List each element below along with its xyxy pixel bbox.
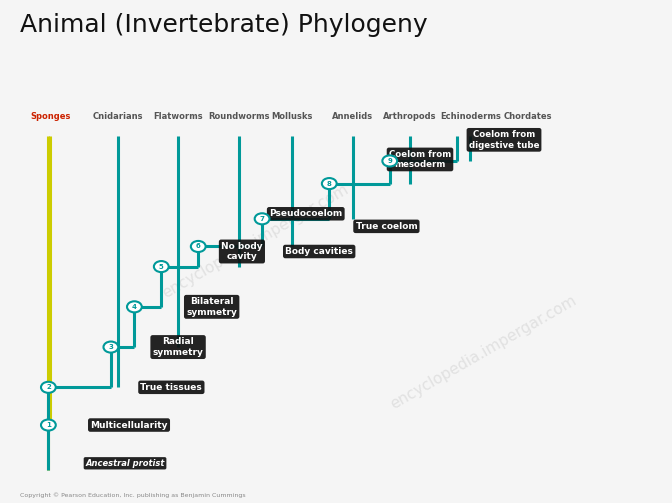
Text: Annelids: Annelids [332, 112, 374, 121]
Text: Arthropods: Arthropods [383, 112, 437, 121]
Text: Animal (Invertebrate) Phylogeny: Animal (Invertebrate) Phylogeny [20, 13, 428, 37]
Text: 5: 5 [159, 264, 164, 270]
Circle shape [382, 155, 397, 166]
Text: 4: 4 [132, 304, 137, 310]
Text: Echinoderms: Echinoderms [440, 112, 501, 121]
Text: encyclopedia.impergar.com: encyclopedia.impergar.com [388, 292, 580, 412]
Text: 2: 2 [46, 384, 51, 390]
Text: Coelom from
mesoderm: Coelom from mesoderm [389, 150, 451, 169]
Text: 1: 1 [46, 422, 51, 428]
Text: 8: 8 [327, 181, 332, 187]
Text: 7: 7 [259, 216, 265, 222]
Circle shape [322, 178, 337, 189]
Text: encyclopedia.impergar.com: encyclopedia.impergar.com [159, 182, 351, 301]
Text: Flatworms: Flatworms [153, 112, 203, 121]
Text: 3: 3 [108, 344, 114, 350]
Circle shape [255, 213, 269, 224]
Circle shape [191, 241, 206, 252]
Text: Roundworms: Roundworms [208, 112, 269, 121]
Text: Mollusks: Mollusks [271, 112, 313, 121]
Text: 6: 6 [196, 243, 201, 249]
Text: Cnidarians: Cnidarians [92, 112, 143, 121]
Text: True coelom: True coelom [355, 222, 417, 231]
Text: Multicellularity: Multicellularity [90, 421, 168, 430]
Circle shape [154, 261, 169, 272]
Text: Ancestral protist: Ancestral protist [85, 459, 165, 468]
Circle shape [103, 342, 118, 353]
Text: True tissues: True tissues [140, 383, 202, 392]
Text: No body
cavity: No body cavity [221, 242, 263, 261]
Circle shape [127, 301, 142, 312]
Text: encyclopedia.impergar.com: encyclopedia.impergar.com [159, 182, 351, 301]
Circle shape [41, 382, 56, 393]
Text: 9: 9 [387, 158, 392, 164]
Text: Coelom from
digestive tube: Coelom from digestive tube [469, 130, 539, 149]
Circle shape [41, 420, 56, 431]
Text: Radial
symmetry: Radial symmetry [153, 338, 204, 357]
Text: Body cavities: Body cavities [285, 247, 353, 256]
Text: Chordates: Chordates [503, 112, 552, 121]
Text: Pseudocoelom: Pseudocoelom [269, 209, 343, 218]
Text: Copyright © Pearson Education, Inc. publishing as Benjamin Cummings: Copyright © Pearson Education, Inc. publ… [20, 492, 246, 498]
Text: Bilateral
symmetry: Bilateral symmetry [186, 297, 237, 316]
Text: Sponges: Sponges [30, 112, 71, 121]
Text: encyclopedia.impergar.com: encyclopedia.impergar.com [388, 292, 580, 412]
